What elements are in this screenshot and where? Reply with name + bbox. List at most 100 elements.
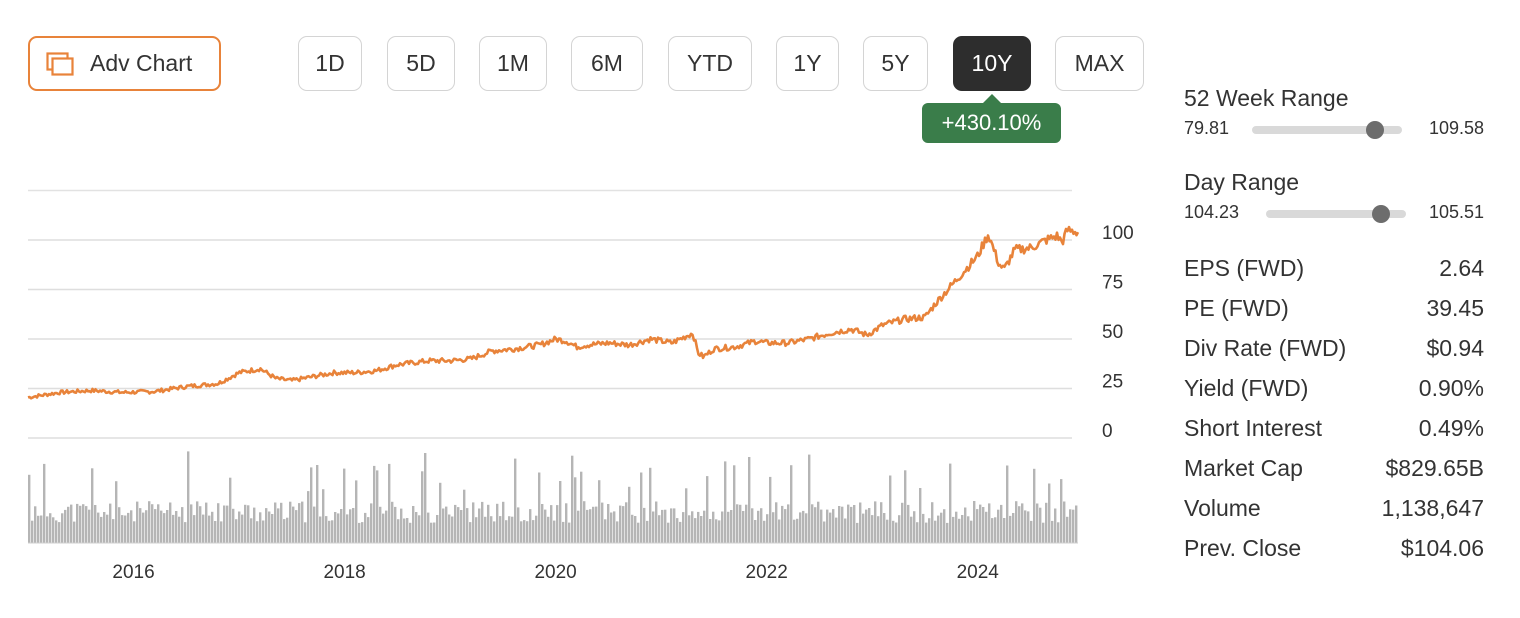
volume-bar bbox=[376, 470, 379, 543]
volume-bar bbox=[937, 515, 940, 543]
volume-bar bbox=[163, 513, 166, 543]
volume-bar bbox=[538, 472, 541, 543]
volume-bar bbox=[1018, 506, 1021, 543]
volume-bar bbox=[826, 509, 829, 543]
volume-bar bbox=[466, 508, 469, 543]
volume-bar bbox=[745, 504, 748, 543]
volume-bar bbox=[928, 518, 931, 543]
volume-bar bbox=[514, 458, 517, 543]
volume-bar bbox=[433, 522, 436, 543]
volume-bar bbox=[673, 508, 676, 543]
range-button-10y[interactable]: 10Y bbox=[953, 36, 1031, 91]
volume-bar bbox=[259, 512, 262, 543]
stat-value: $829.65B bbox=[1385, 454, 1484, 481]
volume-bar bbox=[1057, 522, 1060, 543]
volume-bar bbox=[409, 522, 412, 543]
range-button-6m[interactable]: 6M bbox=[571, 36, 643, 91]
volume-bar bbox=[208, 515, 211, 543]
volume-bar bbox=[793, 519, 796, 543]
volume-bar bbox=[133, 521, 136, 543]
volume-bar bbox=[865, 509, 868, 543]
volume-bar bbox=[739, 504, 742, 543]
volume-bar bbox=[1075, 505, 1078, 543]
volume-bar bbox=[661, 509, 664, 543]
volume-bar bbox=[697, 511, 700, 543]
volume-bar bbox=[706, 476, 709, 543]
volume-bar bbox=[508, 516, 511, 543]
volume-bar bbox=[634, 516, 637, 543]
volume-bar bbox=[580, 471, 583, 543]
volume-bar bbox=[58, 522, 61, 543]
volume-bar bbox=[913, 511, 916, 543]
volume-bar bbox=[1000, 504, 1003, 543]
day-range-track bbox=[1266, 205, 1406, 223]
volume-bar bbox=[550, 505, 553, 543]
volume-bar bbox=[214, 521, 217, 543]
volume-bar bbox=[631, 514, 634, 543]
volume-bar bbox=[40, 515, 43, 543]
x-tick-label: 2024 bbox=[957, 562, 1000, 583]
volume-bar bbox=[730, 510, 733, 543]
range-button-5y[interactable]: 5Y bbox=[863, 36, 928, 91]
volume-bar bbox=[364, 512, 367, 543]
volume-bar bbox=[142, 512, 145, 543]
price-chart: 100 75 50 25 0 2016 2018 2020 2022 2024 bbox=[27, 189, 1134, 583]
volume-bar bbox=[124, 515, 127, 543]
volume-bar bbox=[874, 501, 877, 543]
range-button-5d[interactable]: 5D bbox=[387, 36, 455, 91]
range-button-1m[interactable]: 1M bbox=[479, 36, 547, 91]
volume-bar bbox=[946, 522, 949, 543]
volume-bar bbox=[976, 509, 979, 543]
volume-bar bbox=[925, 522, 928, 543]
volume-bar bbox=[340, 509, 343, 543]
volume-bar bbox=[598, 480, 601, 543]
stat-label: Market Cap bbox=[1184, 454, 1303, 481]
volume-bar bbox=[70, 504, 73, 543]
volume-bar bbox=[907, 504, 910, 543]
volume-bar bbox=[1033, 468, 1036, 543]
volume-bar bbox=[670, 508, 673, 543]
volume-bar bbox=[850, 506, 853, 543]
volume-bar bbox=[727, 511, 730, 543]
range-button-1d[interactable]: 1D bbox=[298, 36, 362, 91]
volume-bar bbox=[679, 521, 682, 543]
volume-bar bbox=[841, 506, 844, 543]
x-tick-label: 2022 bbox=[746, 562, 788, 583]
volume-bar bbox=[922, 513, 925, 543]
volume-bar bbox=[178, 516, 181, 543]
volume-bar bbox=[934, 520, 937, 543]
volume-bar bbox=[1015, 501, 1018, 543]
volume-bar bbox=[304, 522, 307, 543]
volume-bar bbox=[760, 508, 763, 543]
volume-bar bbox=[328, 520, 331, 543]
range-button-1y[interactable]: 1Y bbox=[776, 36, 839, 91]
volume-bar bbox=[451, 516, 454, 543]
volume-bar bbox=[196, 501, 199, 543]
volume-bar bbox=[910, 516, 913, 543]
volume-bar bbox=[412, 506, 415, 543]
volume-bar bbox=[106, 514, 109, 543]
day-low: 104.23 bbox=[1184, 202, 1240, 222]
volume-bar bbox=[349, 509, 352, 543]
stat-label: Div Rate (FWD) bbox=[1184, 334, 1347, 361]
stat-label: Prev. Close bbox=[1184, 534, 1302, 561]
volume-bar bbox=[217, 503, 220, 543]
volume-bar bbox=[880, 502, 883, 543]
volume-bar bbox=[418, 515, 421, 543]
range-button-ytd[interactable]: YTD bbox=[668, 36, 752, 91]
volume-bar bbox=[187, 451, 190, 543]
volume-bar bbox=[226, 505, 229, 543]
volume-bar bbox=[352, 508, 355, 543]
volume-bar bbox=[676, 518, 679, 543]
volume-bar bbox=[991, 518, 994, 543]
adv-chart-button[interactable]: Adv Chart bbox=[28, 36, 221, 91]
stat-row-prev-close: Prev. Close $104.06 bbox=[1184, 528, 1484, 568]
volume-bar bbox=[691, 511, 694, 543]
volume-bar bbox=[316, 465, 319, 543]
range-button-max[interactable]: MAX bbox=[1055, 36, 1144, 91]
volume-bar bbox=[955, 511, 958, 543]
stat-value: $104.06 bbox=[1400, 534, 1484, 561]
volume-bar bbox=[796, 518, 799, 543]
volume-bar bbox=[1045, 502, 1048, 543]
volume-bar bbox=[277, 508, 280, 543]
